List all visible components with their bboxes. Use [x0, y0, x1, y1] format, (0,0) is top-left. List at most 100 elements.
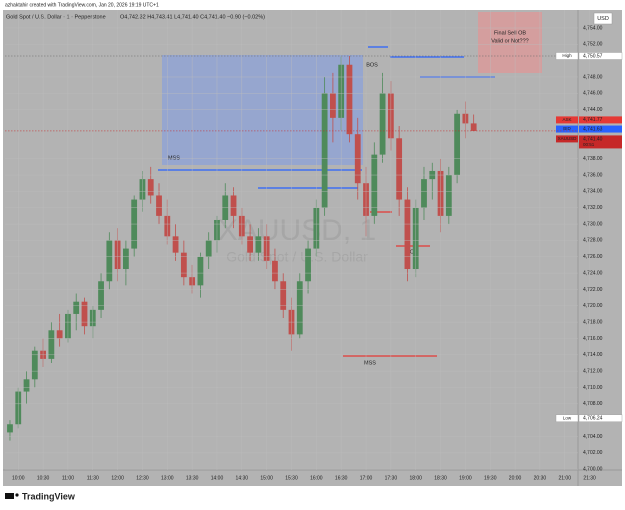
x-tick-label: 17:00: [360, 475, 373, 481]
candle-body: [147, 179, 154, 196]
candle-body: [81, 301, 88, 327]
candle-body: [7, 424, 13, 433]
y-tick-label: 4,722.00: [583, 287, 603, 293]
candle-body: [23, 379, 30, 392]
tag-name-box: [555, 414, 579, 422]
x-tick-label: 10:30: [37, 475, 50, 481]
tag-price: 4,706.24: [583, 416, 603, 422]
tag-price: 4,741.63: [583, 126, 603, 132]
candle-body: [98, 281, 104, 310]
x-tick-label: 18:00: [409, 475, 422, 481]
tag-name: BID: [563, 126, 571, 131]
y-tick-label: 4,748.00: [583, 74, 603, 80]
tag-name: High: [562, 53, 572, 58]
y-tick-label: 4,728.00: [583, 238, 603, 244]
y-tick-label: 4,712.00: [583, 368, 603, 374]
annotation-label: Final Sell OB: [494, 30, 526, 36]
candle-body: [205, 240, 212, 257]
y-tick-label: 4,708.00: [583, 401, 603, 407]
x-tick-label: 17:30: [385, 475, 398, 481]
candle-body: [122, 248, 129, 270]
annotation-label: Valid or Not???: [491, 38, 529, 44]
tag-box: [579, 125, 622, 133]
annotation-label: MSS: [364, 360, 376, 366]
candle-body: [396, 138, 403, 200]
candle-body: [305, 248, 311, 282]
brand: TradingView: [22, 491, 76, 501]
x-tick-label: 19:00: [459, 475, 472, 481]
x-tick-label: 20:30: [534, 475, 547, 481]
candle-body: [470, 123, 477, 131]
x-tick-label: 13:30: [186, 475, 199, 481]
y-tick-label: 4,718.00: [583, 319, 603, 325]
logo-mark: [5, 493, 14, 499]
candle-body: [421, 179, 427, 208]
y-tick-label: 4,704.00: [583, 434, 603, 440]
x-tick-label: 11:00: [62, 475, 74, 481]
y-tick-label: 4,738.00: [583, 156, 603, 162]
x-tick-label: 18:30: [434, 475, 447, 481]
credit: azhaktahir created with TradingView.com,…: [5, 2, 159, 8]
candle-body: [48, 330, 55, 359]
tag-name-box: [556, 135, 578, 143]
candle-body: [31, 350, 38, 380]
tag-box: [579, 135, 622, 149]
tag-name: Low: [563, 415, 572, 420]
x-tick-label: 15:30: [285, 475, 298, 481]
tag-note: 00:51: [583, 142, 595, 147]
tag-box: [578, 52, 623, 60]
y-tick-label: 4,714.00: [583, 352, 603, 358]
x-tick-label: 16:30: [335, 475, 348, 481]
y-tick-label: 4,720.00: [583, 303, 603, 309]
candle-body: [296, 281, 303, 335]
brand-logo: [5, 493, 19, 499]
candle-body: [106, 240, 113, 282]
y-tick-label: 4,710.00: [583, 385, 603, 391]
y-tick-label: 4,726.00: [583, 254, 603, 260]
candle-body: [321, 93, 328, 208]
currency[interactable]: USD: [597, 16, 609, 22]
x-tick-label: 16:00: [310, 475, 323, 481]
x-tick-label: 11:30: [87, 475, 99, 481]
candle-body: [330, 93, 336, 118]
candle-body: [280, 281, 287, 310]
y-tick-label: 4,702.00: [583, 450, 603, 456]
y-tick-label: 4,716.00: [583, 336, 603, 342]
y-tick-label: 4,744.00: [583, 107, 603, 113]
tag-name: XAUUSD: [558, 136, 578, 141]
y-tick-label: 4,732.00: [583, 205, 603, 211]
tag-name-box: [556, 116, 578, 124]
y-tick-label: 4,724.00: [583, 270, 603, 276]
candle-body: [230, 195, 237, 216]
y-tick-label: 4,700.00: [583, 467, 603, 473]
candle-body: [247, 236, 253, 253]
x-tick-label: 21:30: [583, 475, 596, 481]
tag-name: ASK: [562, 117, 571, 122]
candle-body: [346, 64, 353, 135]
x-tick-label: 15:00: [260, 475, 273, 481]
x-tick-label: 14:30: [236, 475, 249, 481]
y-tick-label: 4,752.00: [583, 42, 603, 48]
candle-body: [180, 252, 187, 278]
x-tick-label: 12:30: [136, 475, 149, 481]
candle-body: [371, 154, 378, 216]
ohlc-line: O4,742.32 H4,743.41 L4,741.40 C4,741.40 …: [120, 14, 265, 20]
x-tick-label: 20:00: [509, 475, 522, 481]
candle-body: [73, 301, 80, 314]
annotation-label: BOS: [366, 62, 378, 68]
x-tick-label: 13:00: [161, 475, 174, 481]
tag-box: [579, 116, 622, 124]
candle-body: [172, 236, 179, 253]
y-tick-label: 4,746.00: [583, 91, 603, 97]
x-tick-label: 21:00: [558, 475, 571, 481]
y-tick-label: 4,730.00: [583, 221, 603, 227]
currency-box[interactable]: [593, 12, 613, 25]
x-tick-label: 19:30: [484, 475, 497, 481]
y-tick-label: 4,734.00: [583, 189, 603, 195]
annotation-label: BOS: [406, 249, 418, 255]
tag-name-box: [556, 125, 578, 133]
candle-body: [445, 175, 452, 216]
annotation-label: MSS: [168, 155, 180, 161]
candle-body: [255, 236, 262, 253]
